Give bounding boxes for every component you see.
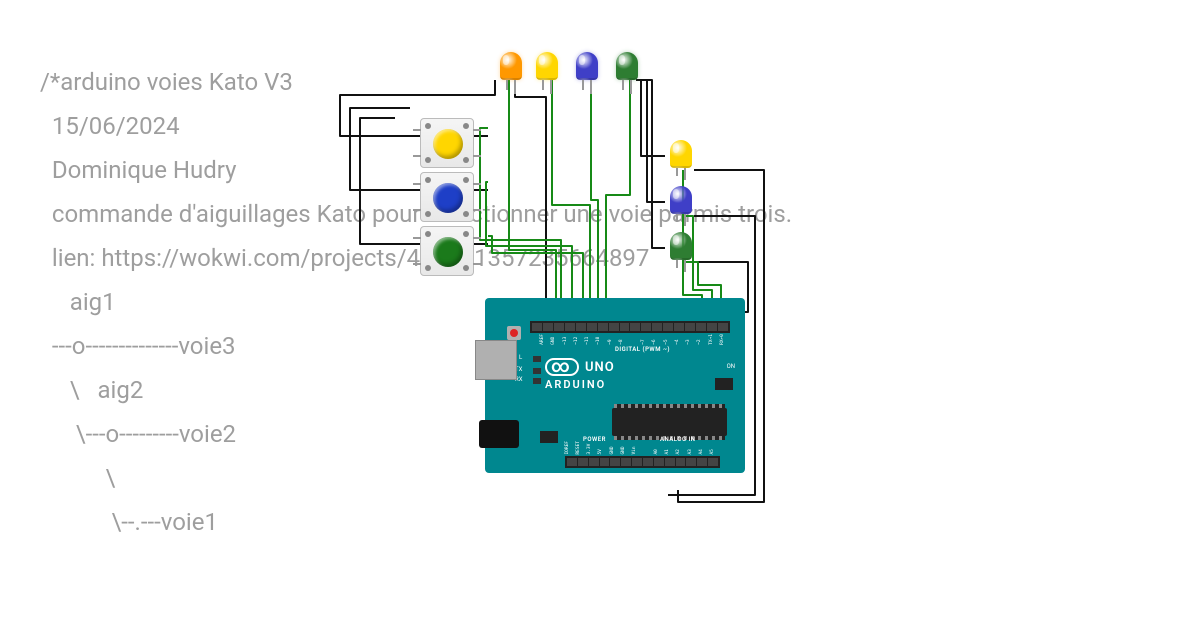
led-TX — [533, 368, 541, 374]
led-RX — [533, 378, 541, 384]
usb-port — [475, 340, 517, 380]
infinity-logo-icon — [545, 358, 579, 376]
led-yellow — [536, 52, 558, 80]
led-blue — [576, 52, 598, 80]
arduino-uno-board: AREFGND~13~12~11~10~9~8~7~6~5~4~3~2TX→1R… — [485, 280, 745, 475]
btn-blue[interactable] — [420, 172, 474, 222]
pcb: AREFGND~13~12~11~10~9~8~7~6~5~4~3~2TX→1R… — [485, 298, 745, 473]
isp-header-2 — [540, 431, 558, 443]
led-green-2 — [670, 232, 692, 260]
led-orange — [500, 52, 522, 80]
sub-brand: ARDUINO — [545, 378, 606, 391]
digital-section-label: DIGITAL (PWM ~) — [615, 346, 670, 353]
btn-yellow[interactable] — [420, 118, 474, 168]
led-blue-2 — [670, 186, 692, 214]
analog-section-label: ANALOG IN — [660, 436, 696, 443]
dc-jack — [479, 420, 519, 448]
led-yellow-2 — [670, 140, 692, 168]
led-L — [533, 356, 541, 362]
on-label: ON — [727, 363, 735, 370]
btn-green[interactable] — [420, 226, 474, 276]
atmega-chip — [612, 408, 727, 436]
isp-header-1 — [715, 378, 733, 390]
brand-row: UNO — [545, 358, 615, 376]
led-green — [616, 52, 638, 80]
reset-button[interactable] — [507, 326, 521, 340]
brand-text: UNO — [585, 360, 615, 375]
power-section-label: POWER — [583, 436, 606, 443]
power-analog-header — [565, 456, 720, 468]
digital-header — [530, 321, 730, 333]
